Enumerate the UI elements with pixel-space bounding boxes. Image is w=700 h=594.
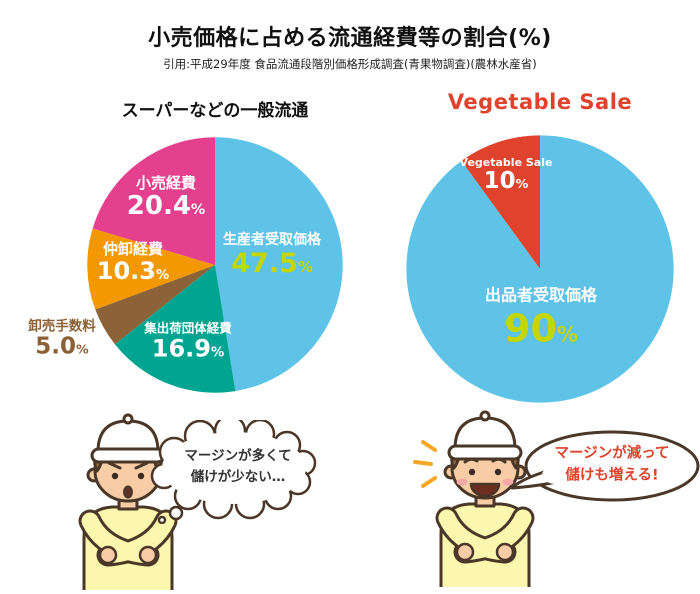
slice-value: 47.5% [231, 247, 313, 279]
slice-label: 集出荷団体経費 [144, 320, 232, 336]
left-chart-title: スーパーなどの一般流通 [121, 101, 309, 121]
brow-right [491, 457, 507, 464]
brow-right [134, 461, 149, 470]
label-shipping-org-cost: 集出荷団体経費 16.9% [144, 320, 232, 363]
slice-label: 出品者受取価格 [484, 285, 598, 305]
hand-right [98, 545, 118, 565]
speech-bubble-text: マージンが減って 儲けも増える! [555, 443, 670, 488]
cap-button [479, 410, 491, 422]
pie-chart-general-distribution: 生産者受取価格 47.5% 小売経費 20.4% 仲卸経費 10.3% 集出荷団… [86, 136, 344, 394]
slice-value: 16.9% [151, 334, 225, 363]
eye-left [111, 472, 119, 480]
thought-tail-dot [157, 515, 167, 524]
slice-label: 卸売手数料 [28, 318, 96, 335]
thought-bubble [150, 420, 317, 524]
brow-left [107, 461, 122, 470]
label-wholesale-fee: 卸売手数料 5.0% [28, 318, 96, 361]
blush-right [502, 478, 514, 486]
eye-right [137, 472, 145, 480]
pie-slice-卸売手数料 [95, 265, 215, 345]
label-seller-price: 出品者受取価格 90% [484, 285, 598, 351]
pie-slice-仲卸経費 [87, 228, 215, 310]
blush-left [456, 478, 468, 486]
thought-bubble-text: マージンが多くて 儲けが少ない… [184, 446, 291, 488]
page-title: 小売価格に占める流通経費等の割合(%) [148, 26, 552, 51]
source-citation: 引用:平成29年度 食品流通段階別価格形成調査(青果物調査)(農林水産省) [163, 57, 537, 71]
pie-slice-小売経費 [92, 137, 215, 265]
pie-right-svg [406, 135, 674, 403]
slice-label: 生産者受取価格 [223, 232, 321, 249]
slice-value: 20.4% [126, 190, 206, 221]
bubble-line: 儲けが少ない… [190, 469, 286, 485]
pie-slice-集出荷団体経費 [114, 265, 236, 393]
eye-left [468, 468, 476, 476]
pie-chart-vegetable-sale: Vegetable Sale 10% 出品者受取価格 90% [405, 134, 675, 404]
cap-dome [453, 416, 517, 451]
label-retail-cost: 小売経費 20.4% [127, 175, 205, 221]
hand-right [455, 542, 475, 562]
cap-button [122, 413, 134, 425]
label-vegetable-sale-slice: Vegetable Sale 10% [459, 155, 553, 195]
mouth-smile [469, 482, 501, 498]
farmer-sad-illustration [78, 413, 178, 590]
label-producer-price: 生産者受取価格 47.5% [223, 232, 321, 279]
slice-label: Vegetable Sale [459, 155, 553, 169]
bubble-line: 儲けも増える! [565, 468, 659, 484]
pie-slice-出品者受取価格 [406, 135, 674, 403]
bubble-line: マージンが多くて [184, 448, 292, 465]
brow-left [463, 457, 479, 464]
emphasis-lines [413, 440, 437, 488]
hand-left [138, 545, 158, 565]
pie-slice-Vegetable Sale [461, 135, 540, 269]
pie-slice-生産者受取価格 [215, 137, 343, 392]
eye-right [494, 468, 502, 476]
bubble-line: マージンが減って [554, 445, 670, 462]
mouth-sad [123, 485, 133, 499]
slice-value: 90% [504, 306, 578, 351]
label-wholesale-cost: 仲卸経費 10.3% [97, 241, 169, 285]
slice-label: 小売経費 [135, 174, 197, 193]
speech-bubble [510, 430, 700, 502]
cap-brim [447, 444, 523, 461]
farmer-happy-illustration [413, 410, 535, 587]
right-chart-title: Vegetable Sale [447, 90, 633, 114]
hand-left [495, 542, 515, 562]
cap-dome [96, 419, 160, 454]
pie-left-svg [87, 137, 343, 393]
slice-label: 仲卸経費 [102, 240, 163, 259]
thought-tail-dot [168, 505, 184, 521]
slice-value: 10.3% [96, 256, 170, 285]
slice-value: 5.0% [35, 333, 89, 360]
slice-value: 10% [483, 168, 529, 195]
